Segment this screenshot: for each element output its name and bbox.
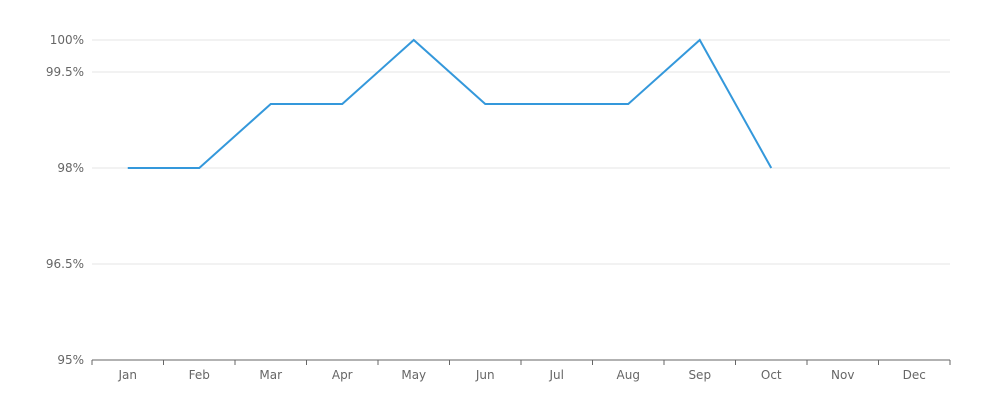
y-tick-label: 100% bbox=[50, 33, 84, 47]
y-tick-label: 95% bbox=[57, 353, 84, 367]
y-tick-label: 98% bbox=[57, 161, 84, 175]
x-tick-label: Oct bbox=[761, 368, 782, 382]
x-tick-label: May bbox=[401, 368, 426, 382]
gridlines bbox=[92, 39, 950, 265]
x-tick-label: Jan bbox=[118, 368, 138, 382]
x-tick-label: Nov bbox=[831, 368, 854, 382]
x-tick-label: Aug bbox=[617, 368, 640, 382]
x-tick-label: Apr bbox=[332, 368, 353, 382]
x-axis-ticks: Jan Feb Mar Apr May Jun Jul Aug Sep Oct Nov Dec bbox=[91, 360, 951, 382]
x-tick-label: Jul bbox=[549, 368, 564, 382]
x-tick-label: Sep bbox=[688, 368, 711, 382]
series-line bbox=[127, 38, 773, 169]
x-tick-label: Mar bbox=[259, 368, 282, 382]
y-tick-label: 99.5% bbox=[46, 65, 84, 79]
y-tick-label: 96.5% bbox=[46, 257, 84, 271]
y-axis-ticks: 95% 96.5% 98% 99.5% 100% bbox=[46, 33, 84, 367]
series-lines bbox=[127, 38, 773, 169]
x-tick-label: Feb bbox=[189, 368, 210, 382]
x-tick-label: Jun bbox=[475, 368, 495, 382]
x-tick-label: Dec bbox=[903, 368, 926, 382]
